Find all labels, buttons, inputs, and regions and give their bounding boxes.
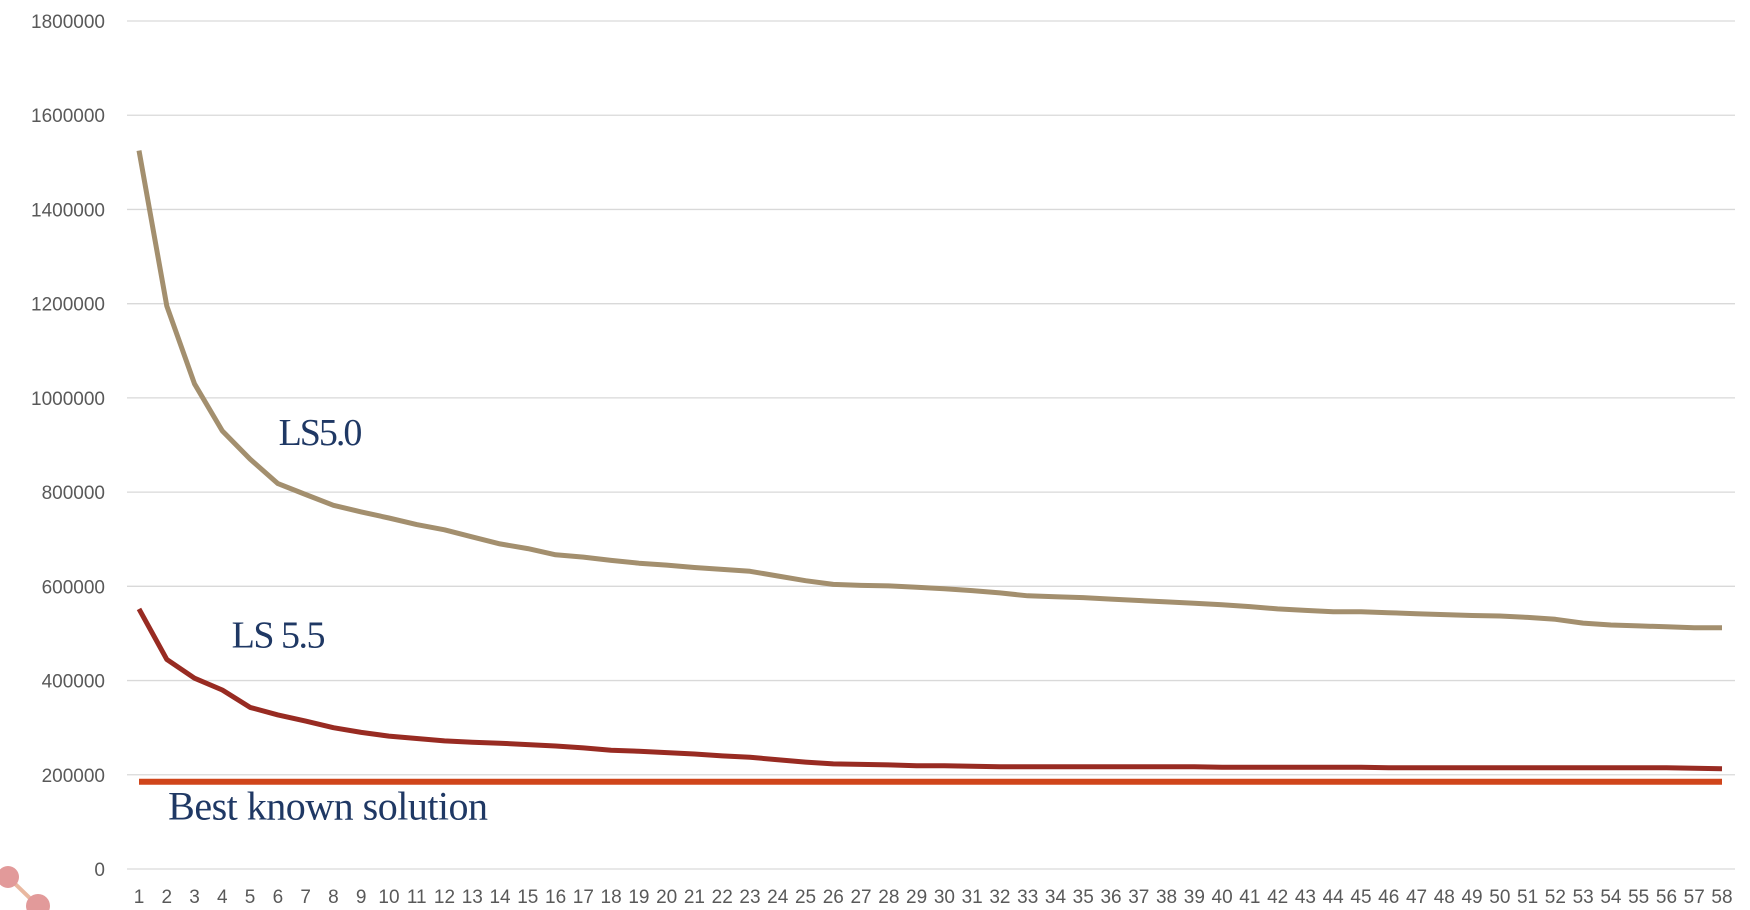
y-tick-label: 800000	[42, 483, 105, 504]
x-tick-label: 57	[1684, 887, 1705, 908]
x-tick-label: 47	[1406, 887, 1427, 908]
y-tick-label: 600000	[42, 577, 105, 598]
series-line-2	[136, 607, 1723, 772]
x-tick-label: 8	[328, 887, 339, 908]
y-axis-ticks: 0 200000 400000 600000 800000 1000000 1200000 1…	[31, 12, 105, 881]
x-tick-label: 49	[1461, 887, 1482, 908]
decor-dot	[0, 866, 19, 888]
x-tick-label: 12	[434, 887, 455, 908]
x-tick-label: 28	[878, 887, 899, 908]
x-tick-label: 7	[300, 887, 311, 908]
x-tick-label: 42	[1267, 887, 1288, 908]
x-tick-label: 45	[1350, 887, 1371, 908]
x-tick-label: 25	[795, 887, 816, 908]
x-tick-label: 1	[134, 887, 145, 908]
y-tick-label: 1000000	[31, 389, 105, 410]
x-tick-label: 16	[545, 887, 566, 908]
x-tick-label: 5	[245, 887, 256, 908]
series-annotation: LS 5.5	[232, 615, 325, 657]
x-tick-label: 14	[489, 887, 511, 908]
series-annotations: LS5.0 LS 5.5 Best known solution	[168, 412, 488, 829]
x-tick-label: 10	[378, 887, 399, 908]
y-tick-label: 400000	[42, 672, 105, 693]
x-tick-label: 58	[1711, 887, 1732, 908]
x-tick-label: 35	[1073, 887, 1094, 908]
x-tick-label: 39	[1184, 887, 1205, 908]
x-tick-label: 11	[407, 887, 427, 908]
x-tick-label: 41	[1239, 887, 1260, 908]
x-tick-label: 23	[739, 887, 760, 908]
series-line-1	[136, 150, 1722, 631]
series-annotation: Best known solution	[168, 784, 488, 829]
x-tick-label: 36	[1100, 887, 1121, 908]
x-tick-label: 4	[217, 887, 228, 908]
x-tick-label: 17	[573, 887, 594, 908]
x-tick-label: 54	[1600, 887, 1622, 908]
x-tick-label: 13	[462, 887, 483, 908]
x-tick-label: 30	[934, 887, 955, 908]
series-annotation: LS5.0	[279, 412, 362, 454]
x-tick-label: 19	[628, 887, 649, 908]
x-tick-label: 18	[601, 887, 622, 908]
y-tick-label: 1600000	[31, 106, 105, 127]
gridlines	[127, 20, 1735, 870]
series-lines	[136, 150, 1723, 785]
x-tick-label: 3	[189, 887, 200, 908]
x-tick-label: 50	[1489, 887, 1510, 908]
x-tick-label: 31	[962, 887, 983, 908]
x-tick-label: 52	[1545, 887, 1566, 908]
y-tick-label: 1200000	[31, 295, 105, 316]
x-tick-label: 9	[356, 887, 367, 908]
y-tick-label: 200000	[42, 766, 105, 787]
x-tick-label: 55	[1628, 887, 1649, 908]
x-tick-label: 37	[1128, 887, 1149, 908]
decor-dot	[26, 894, 50, 910]
x-tick-label: 43	[1295, 887, 1316, 908]
x-tick-label: 56	[1656, 887, 1677, 908]
x-tick-label: 33	[1017, 887, 1038, 908]
x-tick-label: 34	[1045, 887, 1067, 908]
y-tick-label: 1400000	[31, 200, 105, 221]
x-tick-label: 29	[906, 887, 927, 908]
x-tick-label: 40	[1212, 887, 1233, 908]
x-tick-label: 46	[1378, 887, 1399, 908]
x-tick-label: 22	[712, 887, 733, 908]
x-tick-label: 51	[1517, 887, 1538, 908]
x-tick-label: 15	[517, 887, 538, 908]
x-tick-label: 20	[656, 887, 677, 908]
x-tick-label: 48	[1434, 887, 1455, 908]
y-tick-label: 0	[94, 860, 105, 881]
x-tick-label: 2	[161, 887, 172, 908]
corner-decoration	[0, 866, 50, 910]
x-tick-label: 27	[850, 887, 871, 908]
x-tick-label: 53	[1573, 887, 1594, 908]
x-axis-ticks: 1 2 3 4 5 6 7 8 9 10 11 12 13 14 15 16 17 18 19 20 21 22 23 24 2…	[134, 887, 1733, 908]
x-tick-label: 21	[684, 887, 705, 908]
x-tick-label: 32	[989, 887, 1010, 908]
x-tick-label: 44	[1323, 887, 1345, 908]
x-tick-label: 24	[767, 887, 789, 908]
x-tick-label: 38	[1156, 887, 1177, 908]
x-tick-label: 6	[273, 887, 284, 908]
x-tick-label: 26	[823, 887, 844, 908]
y-tick-label: 1800000	[31, 12, 105, 33]
